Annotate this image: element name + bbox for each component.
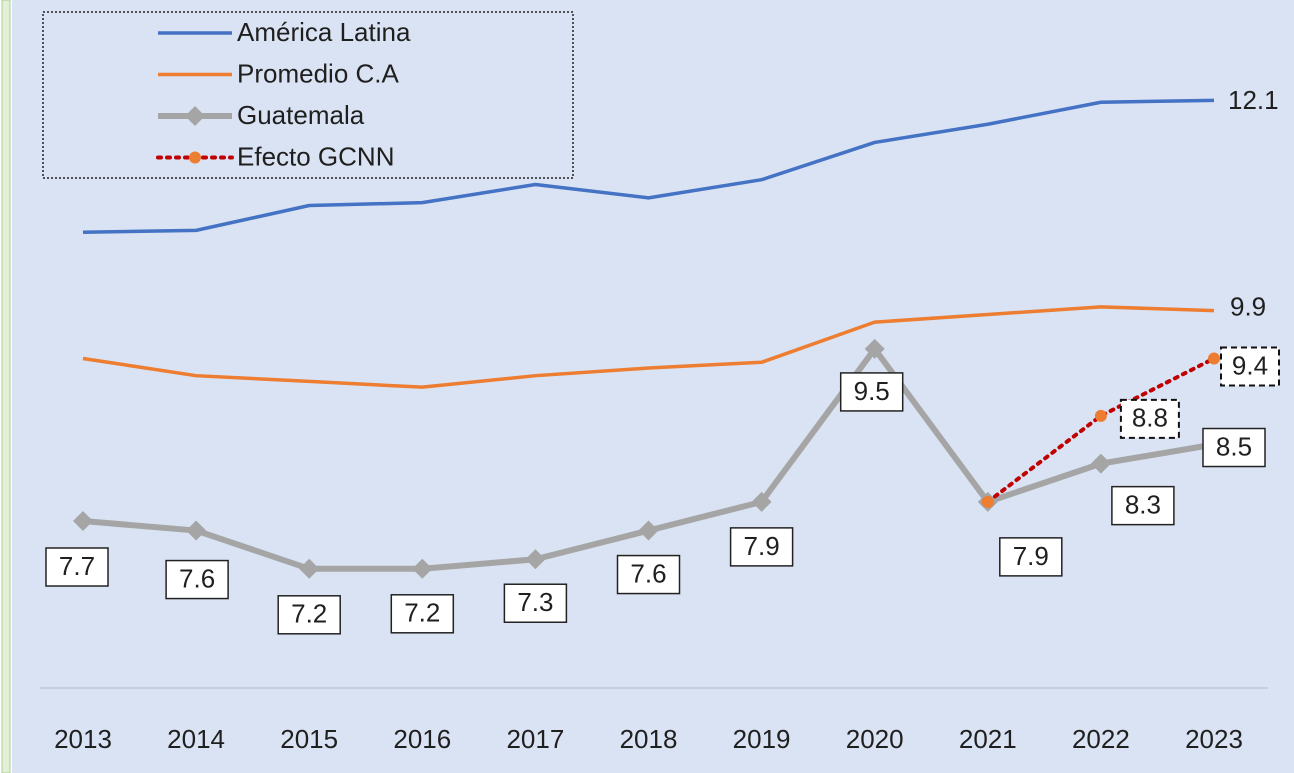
data-label-box	[503, 583, 568, 623]
legend-label: América Latina	[237, 17, 411, 47]
marker	[412, 558, 433, 579]
data-label: 8.8	[1132, 403, 1168, 433]
x-tick-label: 2016	[393, 724, 451, 754]
x-tick-label: 2021	[959, 724, 1017, 754]
x-tick-label: 2022	[1072, 724, 1130, 754]
marker	[638, 520, 659, 541]
data-label-box	[999, 537, 1063, 577]
data-label: 7.7	[59, 551, 95, 581]
data-label-box	[45, 547, 109, 587]
data-label: 7.9	[1013, 541, 1049, 571]
data-label-box	[839, 372, 904, 412]
data-label-box	[616, 554, 681, 595]
series-line	[82, 98, 1215, 235]
data-label: 7.6	[630, 558, 666, 588]
data-label: 7.2	[291, 599, 327, 629]
left-edge	[1, 0, 11, 773]
data-label-box	[1220, 346, 1280, 387]
data-label-box	[165, 559, 229, 600]
marker	[525, 549, 546, 570]
marker	[1094, 409, 1107, 422]
data-label-box	[1202, 427, 1266, 468]
legend-label: Efecto GCNN	[237, 141, 395, 171]
legend-label: Guatemala	[237, 100, 365, 130]
data-label: 12.1	[1228, 85, 1279, 115]
series-line	[82, 305, 1215, 389]
marker	[73, 511, 93, 531]
data-label: 7.3	[517, 587, 553, 617]
data-label: 8.5	[1216, 431, 1252, 461]
data-label: 9.5	[854, 376, 890, 406]
data-label-box	[1119, 398, 1180, 439]
x-tick-label: 2019	[733, 724, 791, 754]
x-tick-label: 2013	[54, 724, 112, 754]
data-label-box	[1111, 485, 1175, 526]
data-label: 9.4	[1232, 350, 1268, 380]
legend-label: Promedio C.A	[237, 58, 399, 88]
x-tick-label: 2014	[167, 724, 225, 754]
data-label: 7.2	[404, 598, 440, 628]
data-label-box	[729, 527, 794, 567]
data-label: 9.9	[1230, 292, 1266, 322]
marker	[299, 558, 320, 579]
legend-marker	[189, 151, 201, 164]
data-label-box	[390, 594, 455, 634]
marker	[1090, 453, 1111, 474]
x-tick-label: 2015	[280, 724, 338, 754]
data-label-box	[277, 595, 341, 635]
marker	[981, 495, 994, 508]
data-label: 7.9	[744, 531, 780, 561]
x-tick-label: 2020	[846, 724, 904, 754]
marker	[186, 520, 207, 541]
marker	[864, 338, 885, 359]
marker	[1208, 352, 1220, 365]
plot-background	[12, 0, 1294, 773]
data-label: 8.3	[1125, 490, 1161, 520]
legend-marker	[185, 106, 205, 126]
data-label: 7.6	[179, 563, 215, 593]
x-tick-label: 2017	[506, 724, 564, 754]
x-tick-label: 2023	[1185, 724, 1243, 754]
legend-box	[42, 11, 574, 179]
marker	[751, 491, 772, 512]
x-tick-label: 2018	[620, 724, 678, 754]
